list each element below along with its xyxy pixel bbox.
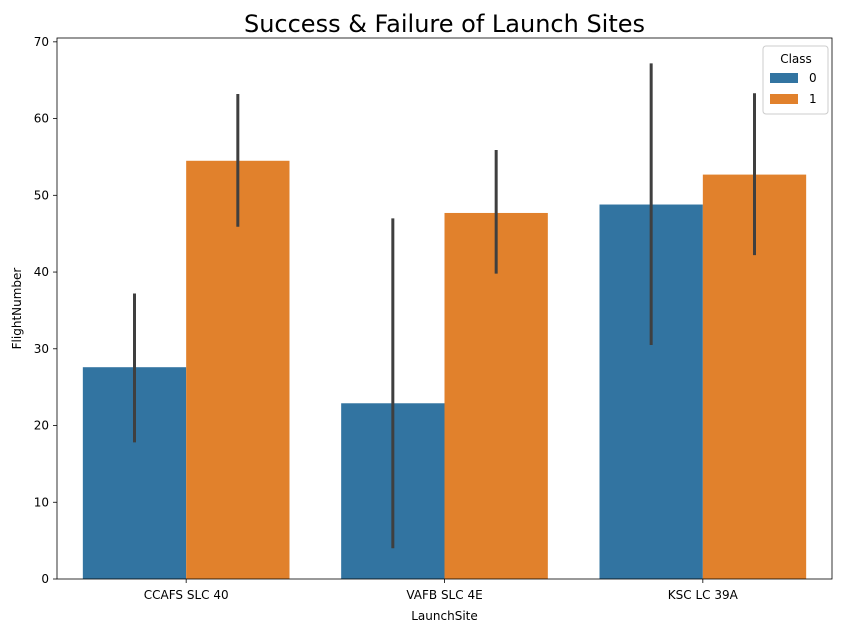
chart-title: Success & Failure of Launch Sites bbox=[244, 10, 645, 38]
y-axis-label: FlightNumber bbox=[10, 268, 24, 350]
error-bars-layer bbox=[133, 63, 756, 549]
legend-label-0: 0 bbox=[809, 71, 817, 85]
y-tick-label: 20 bbox=[34, 419, 49, 433]
y-tick-label: 30 bbox=[34, 342, 49, 356]
x-tick-label: CCAFS SLC 40 bbox=[144, 588, 229, 602]
y-tick-label: 60 bbox=[34, 112, 49, 126]
legend: Class 0 1 bbox=[762, 45, 829, 115]
y-tick-label: 40 bbox=[34, 265, 49, 279]
y-tick-label: 10 bbox=[34, 495, 49, 509]
legend-swatch-1 bbox=[770, 94, 798, 104]
bar-ccafs-slc-40-class-1 bbox=[186, 160, 290, 579]
bars-layer bbox=[82, 160, 807, 580]
legend-swatch-0 bbox=[770, 73, 798, 83]
y-tick-label: 50 bbox=[34, 188, 49, 202]
x-tick-label: KSC LC 39A bbox=[668, 588, 739, 602]
bar-vafb-slc-4e-class-1 bbox=[444, 212, 548, 579]
x-tick-label: VAFB SLC 4E bbox=[406, 588, 482, 602]
y-axis: 0 10 20 30 40 50 60 70 bbox=[34, 35, 57, 586]
x-axis: CCAFS SLC 40 VAFB SLC 4E KSC LC 39A bbox=[144, 579, 739, 602]
x-axis-label: LaunchSite bbox=[411, 609, 478, 623]
legend-label-1: 1 bbox=[809, 92, 817, 106]
y-tick-label: 70 bbox=[34, 35, 49, 49]
y-tick-label: 0 bbox=[41, 572, 49, 586]
legend-title: Class bbox=[780, 52, 812, 66]
